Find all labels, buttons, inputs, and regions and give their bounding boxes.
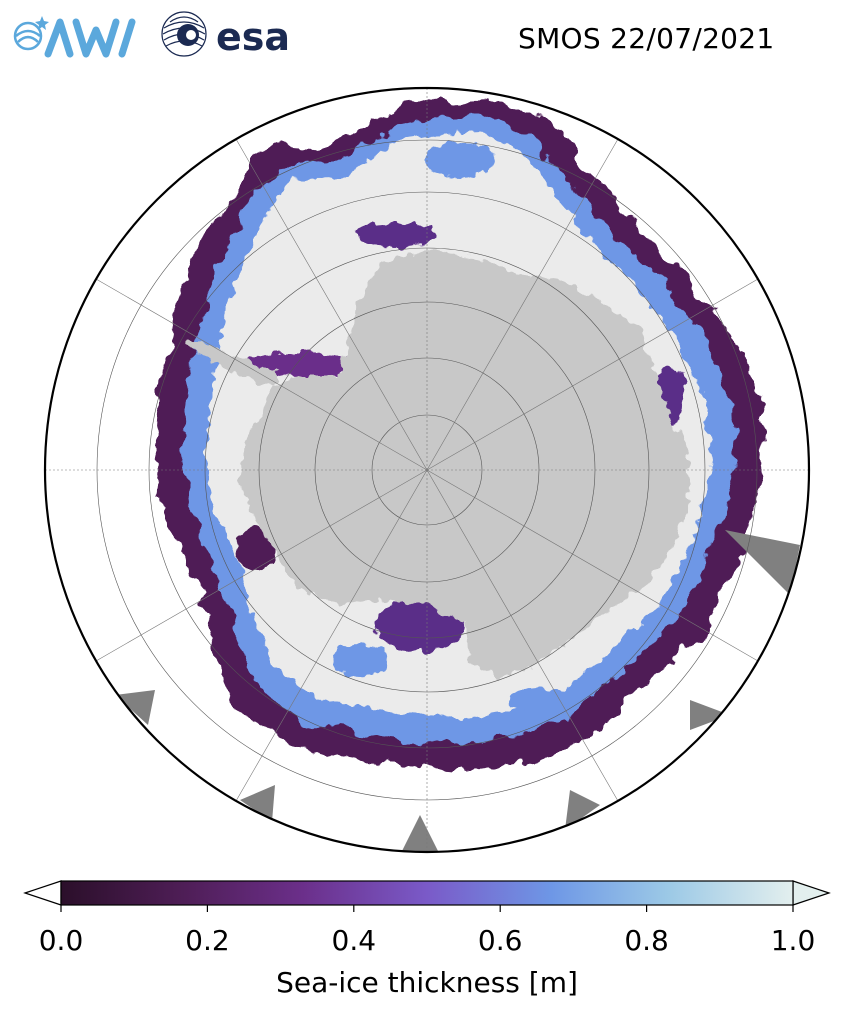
map-boundary — [43, 86, 811, 854]
colorbar-gradient — [60, 880, 794, 906]
antarctic-peninsula — [185, 338, 280, 385]
map-title: SMOS 22/07/2021 — [518, 22, 775, 55]
colorbar-tick-label: 0.6 — [478, 924, 523, 957]
meridians — [45, 88, 809, 852]
thin-ice-patches — [237, 142, 686, 712]
colorbar-tick-label: 0.2 — [185, 924, 230, 957]
colorbar-tick-label: 0.0 — [39, 924, 84, 957]
missing-data-wedges — [115, 530, 800, 852]
colorbar-tick-label: 1.0 — [771, 924, 816, 957]
sea-ice-map — [43, 86, 811, 854]
colorbar: 0.0 0.2 0.4 0.6 0.8 1.0 Sea-ice thickness [m] — [23, 880, 831, 999]
esa-logo-text: esa — [216, 15, 290, 59]
antarctica-landmass — [238, 250, 690, 680]
colorbar-extend-low — [23, 880, 62, 906]
colorbar-tick-label: 0.8 — [624, 924, 669, 957]
awi-logo — [13, 16, 136, 58]
colorbar-tick-label: 0.4 — [332, 924, 377, 957]
colorbar-label: Sea-ice thickness [m] — [276, 966, 578, 999]
colorbar-extend-high — [792, 880, 831, 906]
colorbar-ticks: 0.0 0.2 0.4 0.6 0.8 1.0 — [39, 905, 816, 957]
esa-logo: esa — [161, 11, 290, 59]
